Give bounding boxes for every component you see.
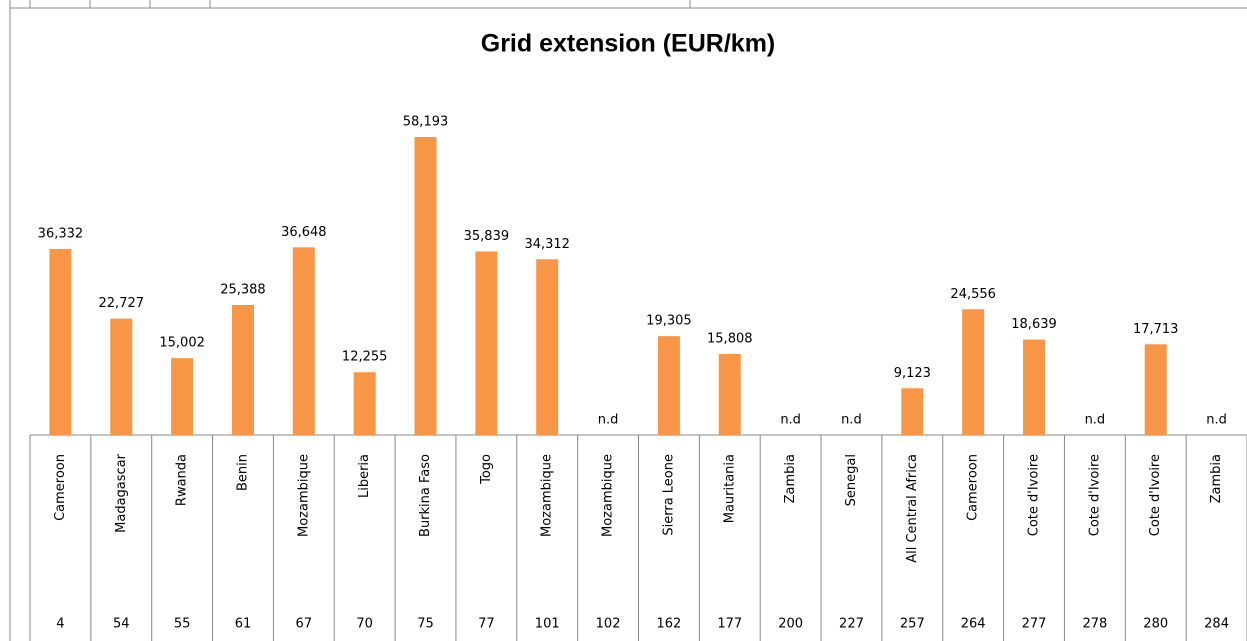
value-label: 36,648 — [281, 225, 327, 240]
value-label: 12,255 — [342, 350, 388, 365]
row-number: 200 — [778, 617, 803, 632]
x-tick-label: Rwanda — [175, 454, 190, 506]
value-label: 22,727 — [99, 296, 145, 311]
value-label: n.d — [598, 413, 619, 428]
x-tick-label: Togo — [479, 454, 494, 485]
chart-title: Grid extension (EUR/km) — [481, 30, 776, 58]
bar — [231, 304, 254, 435]
value-label: 36,332 — [38, 226, 84, 241]
bar — [292, 247, 315, 435]
x-tick-label: Mauritania — [722, 454, 737, 523]
row-number: 54 — [113, 617, 130, 632]
value-label: 19,305 — [646, 314, 692, 329]
x-tick-label: Mozambique — [540, 454, 555, 537]
row-number: 77 — [478, 617, 495, 632]
x-tick-label: Burkina Faso — [418, 454, 433, 537]
value-label: 15,808 — [707, 332, 753, 347]
value-label: 18,639 — [1011, 317, 1057, 332]
x-tick-label: Cameroon — [53, 454, 68, 521]
row-number: 102 — [596, 617, 621, 632]
row-number: 264 — [961, 617, 986, 632]
bar — [718, 354, 741, 435]
value-label: 35,839 — [464, 229, 510, 244]
bar — [475, 251, 498, 435]
bar — [171, 358, 194, 435]
bar — [1023, 339, 1046, 435]
x-tick-label: Cote d'Ivoire — [1087, 454, 1102, 536]
row-number: 177 — [717, 617, 742, 632]
bar — [49, 248, 72, 435]
value-label: n.d — [780, 413, 801, 428]
row-number: 55 — [174, 617, 191, 632]
row-number: 284 — [1204, 617, 1229, 632]
x-tick-label: Mozambique — [296, 454, 311, 537]
row-number: 4 — [56, 617, 64, 632]
row-number: 75 — [417, 617, 434, 632]
bar — [414, 137, 437, 435]
value-label: 34,312 — [524, 237, 570, 252]
value-label: 15,002 — [159, 336, 205, 351]
row-number: 278 — [1082, 617, 1107, 632]
x-tick-label: All Central Africa — [905, 454, 920, 563]
row-number: 280 — [1143, 617, 1168, 632]
bar — [657, 336, 680, 435]
row-number: 227 — [839, 617, 864, 632]
value-label: 25,388 — [220, 282, 266, 297]
x-tick-label: Cameroon — [966, 454, 981, 521]
bar — [901, 388, 924, 435]
x-tick-label: Senegal — [844, 454, 859, 506]
x-tick-label: Cote d'Ivoire — [1148, 454, 1163, 536]
x-tick-label: Mozambique — [601, 454, 616, 537]
x-tick-label: Benin — [235, 454, 250, 491]
value-label: n.d — [1085, 413, 1106, 428]
bar — [110, 318, 133, 435]
value-label: n.d — [1206, 413, 1227, 428]
bar — [536, 259, 559, 435]
row-number: 67 — [296, 617, 313, 632]
value-label: 58,193 — [403, 115, 449, 130]
bar — [962, 309, 985, 435]
x-tick-label: Madagascar — [114, 453, 129, 533]
row-number: 101 — [535, 617, 560, 632]
value-label: n.d — [841, 413, 862, 428]
value-label: 9,123 — [894, 366, 931, 381]
value-label: 17,713 — [1133, 322, 1179, 337]
row-number: 162 — [657, 617, 682, 632]
row-number: 61 — [235, 617, 252, 632]
x-tick-label: Cote d'Ivoire — [1027, 454, 1042, 536]
x-tick-label: Zambia — [783, 454, 798, 503]
row-number: 70 — [356, 617, 373, 632]
row-number: 277 — [1022, 617, 1047, 632]
x-tick-label: Sierra Leone — [661, 454, 676, 536]
x-tick-label: Zambia — [1209, 454, 1224, 503]
row-number: 257 — [900, 617, 925, 632]
value-label: 24,556 — [950, 287, 996, 302]
bar — [353, 372, 376, 435]
bar — [1144, 344, 1167, 435]
x-tick-label: Liberia — [357, 454, 372, 498]
